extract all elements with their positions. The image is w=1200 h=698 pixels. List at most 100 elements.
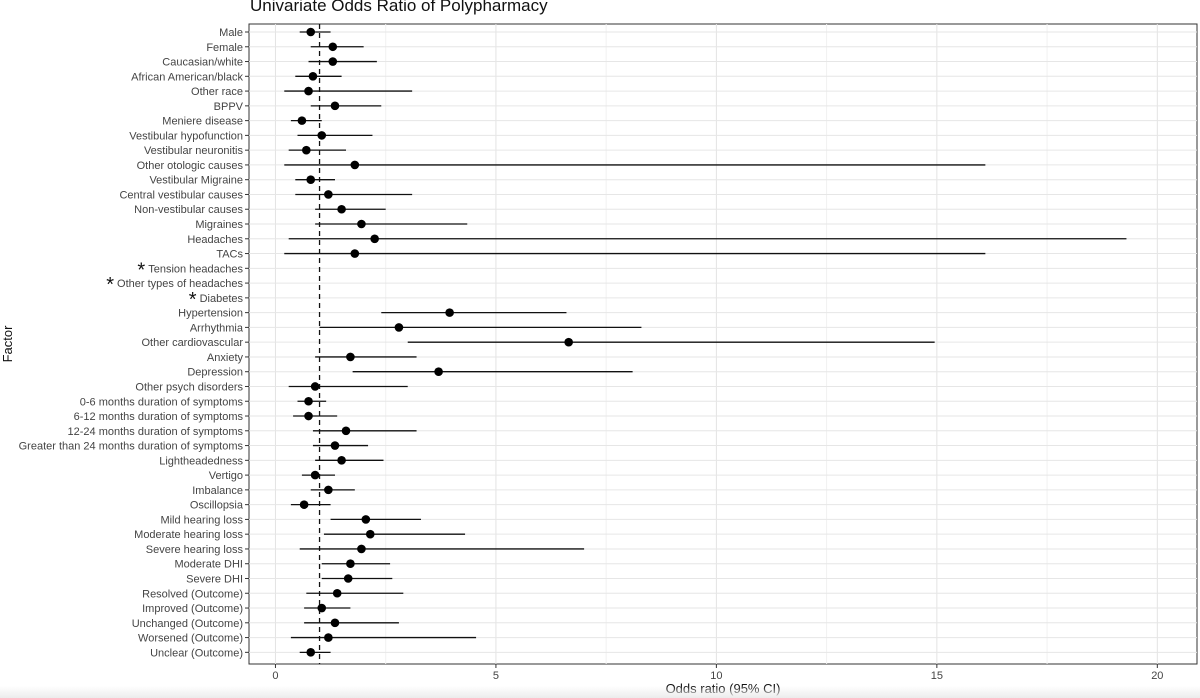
or-point (306, 175, 316, 184)
factor-label: Moderate hearing loss (134, 529, 243, 541)
factor-label: Tension headaches (148, 263, 243, 275)
or-points (297, 27, 573, 657)
factor-label: Diabetes (200, 293, 244, 305)
or-point (330, 618, 340, 628)
factor-label: Vestibular hypofunction (129, 130, 243, 142)
or-point (346, 352, 355, 362)
factor-label: Meniere disease (162, 116, 243, 128)
factor-label: Male (219, 27, 243, 39)
or-point (343, 574, 353, 583)
or-point (328, 57, 338, 66)
or-point (304, 411, 313, 421)
or-point (330, 101, 340, 111)
factor-label: Worsened (Outcome) (138, 633, 243, 645)
factor-label: 6-12 months duration of symptoms (74, 411, 244, 423)
x-tick-label: 20 (1151, 670, 1163, 682)
or-point (299, 500, 309, 509)
ci-bars (284, 31, 1127, 653)
or-point (341, 426, 351, 436)
factor-label: Other types of headaches (117, 278, 243, 290)
or-point (365, 529, 375, 539)
or-point (337, 456, 346, 465)
significance-asterisk: * (106, 274, 114, 296)
x-tick-label: 5 (493, 670, 499, 682)
factor-label: African American/black (131, 71, 243, 83)
or-point (346, 559, 355, 569)
or-point (357, 219, 366, 229)
or-point (297, 116, 307, 125)
or-point (310, 470, 320, 480)
factor-label: Severe hearing loss (146, 544, 244, 556)
factor-label: Imbalance (192, 485, 243, 497)
or-point (337, 204, 346, 214)
or-point (350, 249, 360, 258)
factor-label: Caucasian/white (162, 57, 243, 69)
or-point (304, 396, 313, 406)
chart-title: Univariate Odds Ratio of Polypharmacy (250, 0, 548, 15)
or-point (332, 588, 342, 598)
factor-label: Arrhythmia (190, 322, 244, 334)
or-point (306, 27, 316, 37)
factor-label: Moderate DHI (175, 559, 243, 571)
factor-label: Other cardiovascular (142, 337, 244, 349)
factor-label: Hypertension (178, 308, 243, 320)
factor-label: Female (206, 42, 243, 54)
factor-label: 0-6 months duration of symptoms (80, 396, 244, 408)
x-tick-label: 10 (710, 670, 722, 682)
or-point (564, 337, 573, 347)
factor-label: Other psych disorders (135, 381, 243, 393)
or-point (394, 323, 404, 332)
factor-label: Unclear (Outcome) (150, 647, 243, 659)
or-point (350, 160, 360, 170)
x-tick-labels: 0 5 10 15 20 (272, 664, 1163, 682)
factor-label: 12-24 months duration of symptoms (68, 426, 244, 438)
factor-label: Central vestibular causes (119, 189, 243, 201)
or-point (330, 441, 340, 450)
or-point (302, 145, 311, 155)
factor-label: Depression (187, 367, 243, 379)
significance-asterisk: * (189, 289, 197, 311)
x-tick-label: 15 (931, 670, 943, 682)
or-point (317, 603, 327, 613)
or-point (310, 382, 320, 391)
y-axis-title: Factor (0, 325, 15, 363)
or-point (361, 515, 371, 524)
or-point (324, 485, 333, 495)
factor-label: Mild hearing loss (160, 514, 243, 526)
or-point (306, 648, 316, 657)
x-tick-label: 0 (272, 670, 278, 682)
factor-label: Migraines (195, 219, 243, 231)
factor-label: Vestibular Migraine (149, 175, 243, 187)
factor-label: Non-vestibular causes (134, 204, 243, 216)
factor-label: TACs (216, 249, 243, 261)
plot-frame (248, 23, 1198, 665)
significance-asterisk: * (137, 259, 145, 281)
factor-label: Anxiety (207, 352, 244, 364)
or-point (324, 190, 333, 199)
factor-label: Headaches (187, 234, 243, 246)
factor-label: BPPV (214, 101, 244, 113)
or-point (328, 42, 338, 52)
or-point (304, 86, 313, 96)
or-point (445, 308, 454, 317)
factor-label: Severe DHI (186, 573, 243, 585)
factor-label: Unchanged (Outcome) (132, 618, 243, 630)
factor-label: Other race (191, 86, 243, 98)
or-point (357, 544, 366, 554)
or-point (370, 234, 379, 244)
factor-label: Other otologic causes (137, 160, 244, 172)
factor-label: Oscillopsia (190, 500, 244, 512)
factor-label: Greater than 24 months duration of sympt… (19, 441, 244, 453)
factor-label: Vertigo (209, 470, 243, 482)
y-tick-labels: Male Female Caucasian/white African America… (19, 27, 249, 659)
x-axis-title: Odds ratio (95% CI) (666, 681, 781, 696)
or-point (324, 633, 333, 642)
factor-label: Improved (Outcome) (142, 603, 243, 615)
or-point (308, 72, 318, 81)
factor-label: Lightheadedness (159, 455, 243, 467)
or-point (434, 367, 443, 377)
factor-label: Vestibular neuronitis (144, 145, 244, 157)
factor-label: Resolved (Outcome) (142, 588, 243, 600)
or-point (317, 131, 327, 140)
